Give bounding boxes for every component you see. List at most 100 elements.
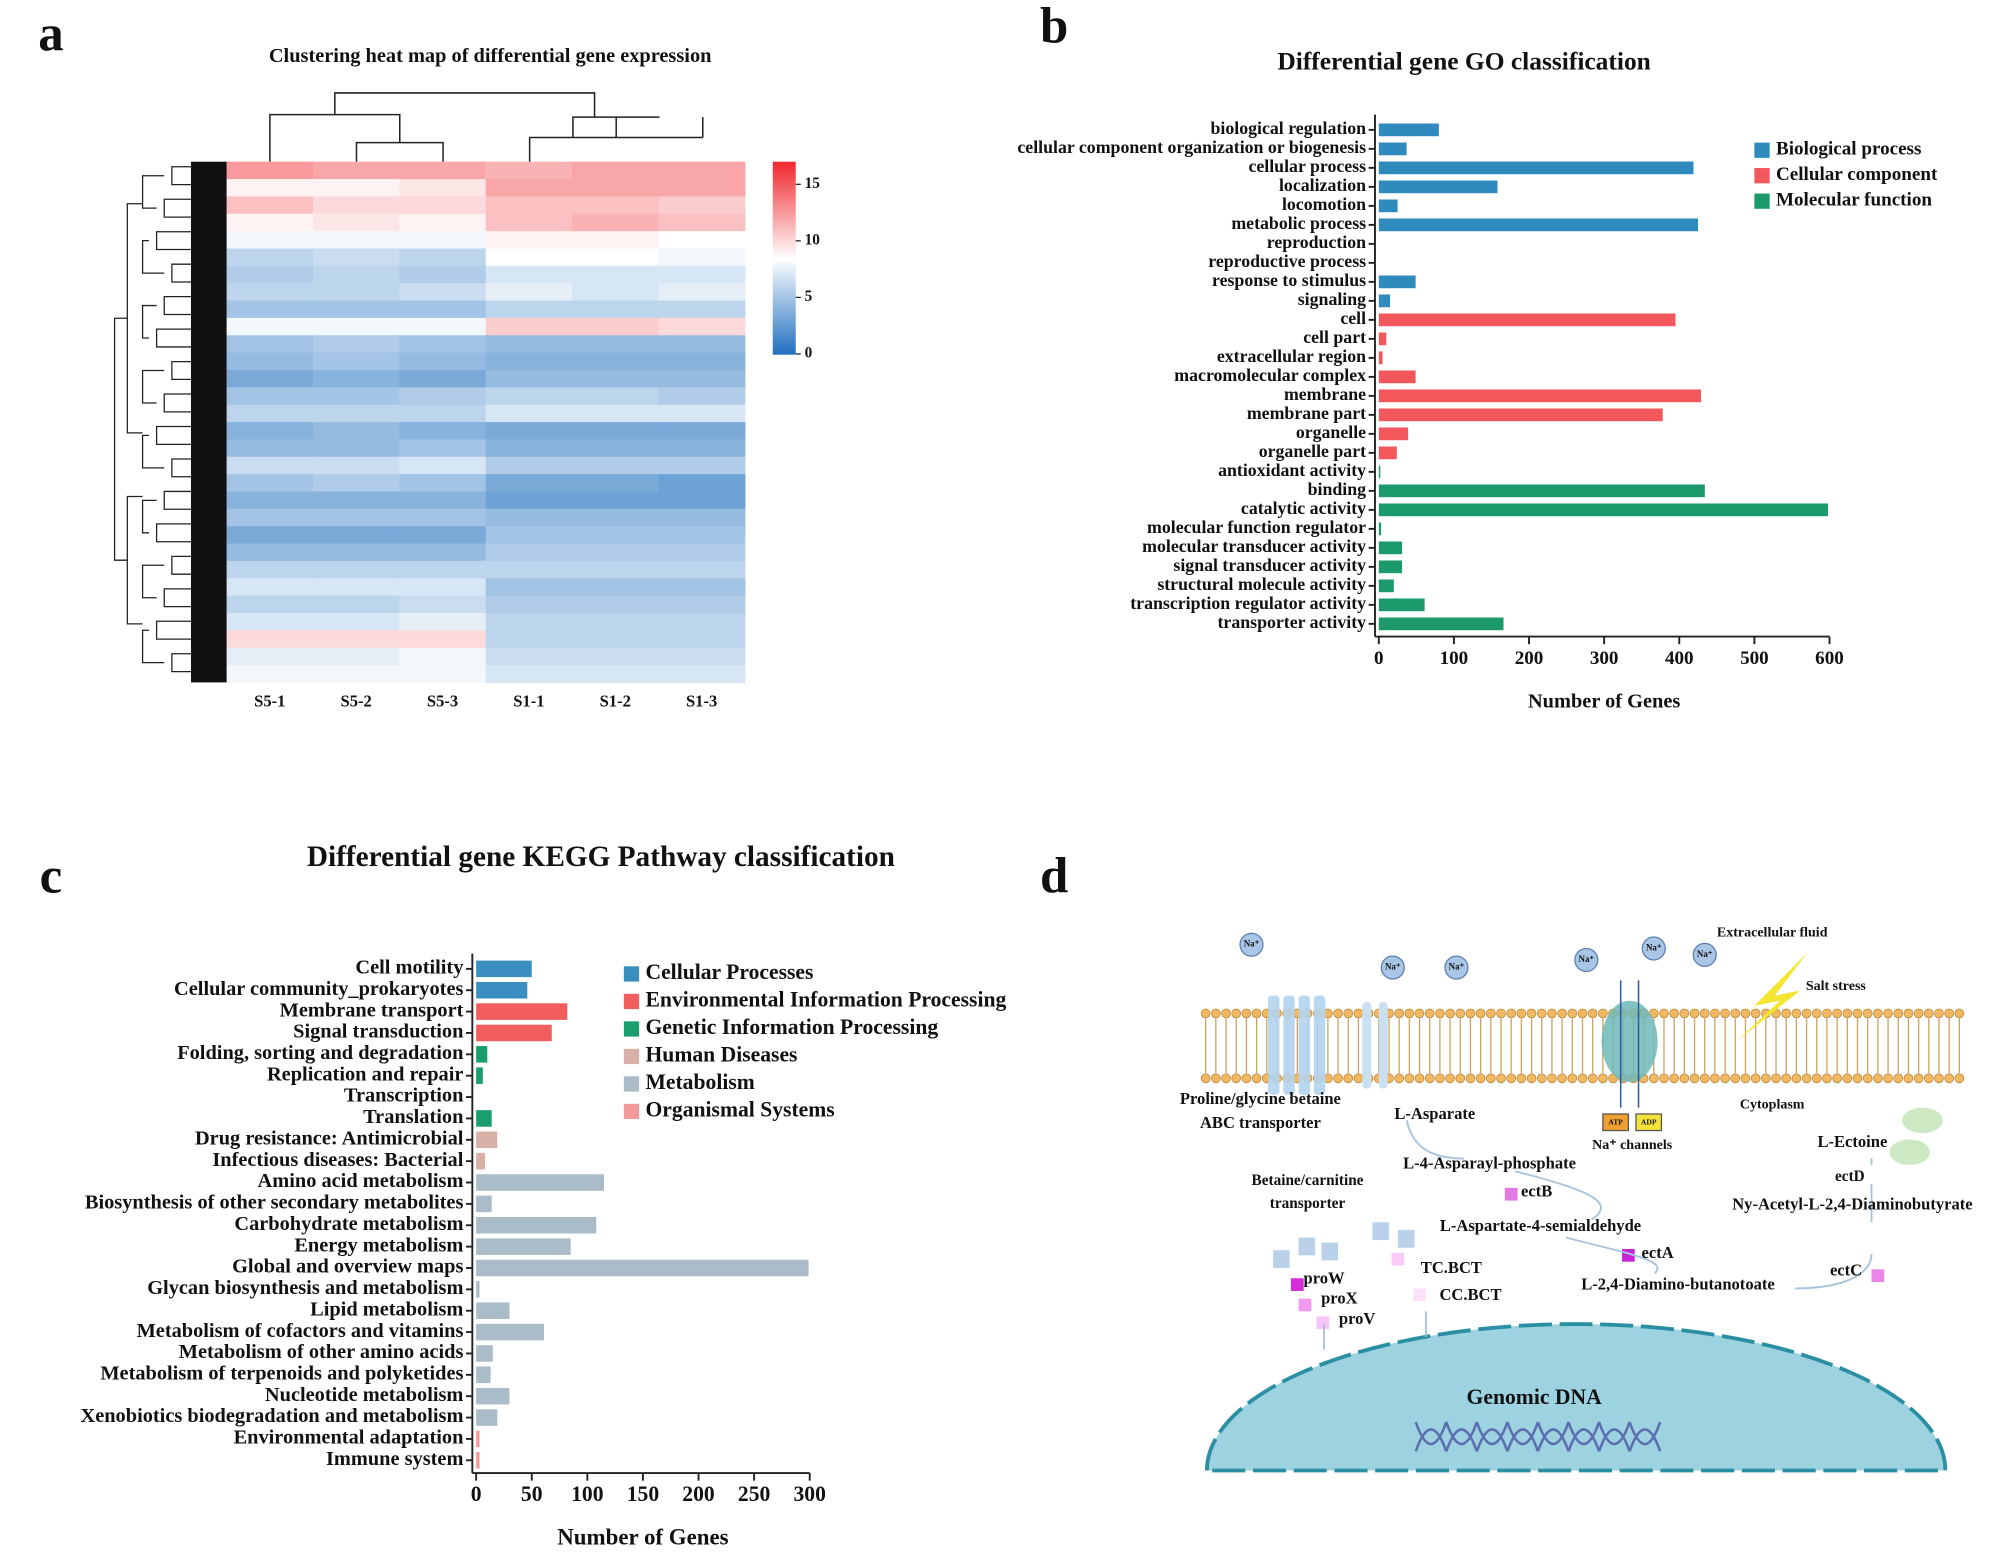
heat-cell [572, 560, 660, 579]
heat-cell [312, 283, 400, 302]
diagram-label: transporter [1270, 1195, 1346, 1212]
lipid-head [1404, 1073, 1415, 1084]
heat-cell [485, 439, 573, 458]
heat-cell [226, 317, 314, 336]
lipid-head [1883, 1073, 1893, 1084]
legend-swatch [623, 1076, 640, 1092]
diagram-label: Ny-Acetyl-L-2,4-Diaminobutyrate [1732, 1194, 1972, 1213]
bar [1378, 389, 1702, 403]
x-tick-label: 250 [738, 1482, 770, 1506]
protein-cube [1372, 1222, 1389, 1241]
heat-cell [485, 248, 573, 267]
lipid-head [1394, 1073, 1405, 1084]
diagram-label: ADP [1641, 1118, 1657, 1127]
heat-cell [658, 630, 746, 649]
heat-cell [399, 491, 487, 510]
y-tick-label: Carbohydrate metabolism [234, 1213, 463, 1235]
heat-cell [658, 543, 746, 562]
lipid-head [1598, 1008, 1608, 1019]
lipid-head [1587, 1008, 1598, 1019]
lipid-head [1486, 1073, 1496, 1084]
y-tick-label: Translation [363, 1106, 464, 1128]
protein-cube [1321, 1242, 1339, 1261]
y-tick-label: metabolic process [1231, 213, 1366, 233]
heat-cell [572, 543, 660, 562]
x-axis-title: Number of Genes [557, 1524, 728, 1549]
heat-cell [226, 283, 314, 302]
lipid-head [1669, 1073, 1680, 1084]
legend-swatch [1754, 193, 1770, 209]
bar [1378, 484, 1705, 498]
heat-cell [485, 665, 573, 684]
lipid-head [1852, 1008, 1863, 1019]
diagram-label: ABC transporter [1200, 1113, 1321, 1132]
heat-cell [485, 543, 573, 562]
heat-cell [312, 456, 400, 475]
heat-cell [658, 422, 746, 441]
y-tick-label: signaling [1298, 289, 1366, 309]
colorbar-step [772, 270, 796, 275]
heat-cell [312, 543, 400, 562]
heat-cell [485, 578, 573, 597]
lipid-head [1211, 1008, 1221, 1019]
y-tick-label: signal transducer activity [1173, 555, 1366, 575]
lipid-head [1832, 1073, 1842, 1084]
protein-cube [1397, 1229, 1415, 1248]
heat-cell [572, 317, 660, 336]
x-tick-label: 100 [1440, 648, 1469, 669]
bar [476, 1110, 492, 1127]
diagram-label: Na⁺ channels [1592, 1138, 1673, 1153]
y-tick-label: Global and overview maps [232, 1256, 463, 1278]
bar [476, 1323, 544, 1341]
lipid-head [1822, 1008, 1832, 1019]
x-tick-label: 600 [1815, 648, 1844, 669]
lipid-head [1516, 1008, 1527, 1019]
lipid-head [1934, 1008, 1944, 1019]
lipid-head [1822, 1073, 1832, 1084]
bar [1378, 446, 1397, 460]
heat-cell [572, 647, 660, 666]
heat-cell [485, 300, 573, 319]
heat-cell [485, 335, 573, 354]
colorbar-step [772, 225, 796, 230]
heat-cell [312, 387, 400, 406]
bar [476, 1131, 498, 1149]
y-tick-label: Amino acid metabolism [258, 1170, 464, 1192]
heat-cell [485, 387, 573, 406]
heat-cell [399, 387, 487, 406]
y-tick-label: cell part [1303, 327, 1366, 347]
y-tick-label: Folding, sorting and degradation [177, 1042, 464, 1064]
gene-marker [1298, 1298, 1312, 1312]
gene-marker [1871, 1269, 1885, 1283]
heat-cell [226, 369, 314, 388]
heat-cell [485, 352, 573, 371]
y-tick-label: Xenobiotics biodegradation and metabolis… [81, 1405, 464, 1427]
lipid-head [1211, 1073, 1221, 1084]
y-tick-label: reproductive process [1208, 251, 1366, 271]
diagram-label: Betaine/carnitine [1252, 1172, 1364, 1189]
lipid-head [1679, 1008, 1690, 1019]
heat-cell [399, 335, 487, 354]
lipid-head [1333, 1008, 1343, 1019]
heat-cell [312, 161, 400, 180]
heat-cell [399, 456, 487, 475]
colorbar-step [772, 161, 796, 166]
legend-swatch [623, 1048, 640, 1065]
lipid-head [1536, 1008, 1547, 1019]
legend-label: Environmental Information Processing [645, 987, 1006, 1011]
heat-cell [399, 508, 487, 527]
heat-cell [226, 526, 314, 545]
heat-cell [226, 612, 314, 631]
bar [476, 1345, 493, 1362]
heat-cell [226, 647, 314, 666]
bar [476, 1452, 480, 1469]
y-tick-label: Membrane transport [280, 999, 464, 1021]
bar [1378, 370, 1416, 384]
na-flow [1619, 980, 1640, 1108]
heat-cell [572, 404, 660, 423]
lipid-head [1221, 1008, 1231, 1019]
heat-cell [658, 387, 746, 406]
colorbar-step [772, 232, 796, 237]
colorbar-step [772, 334, 796, 339]
lipid-head [1923, 1008, 1934, 1019]
